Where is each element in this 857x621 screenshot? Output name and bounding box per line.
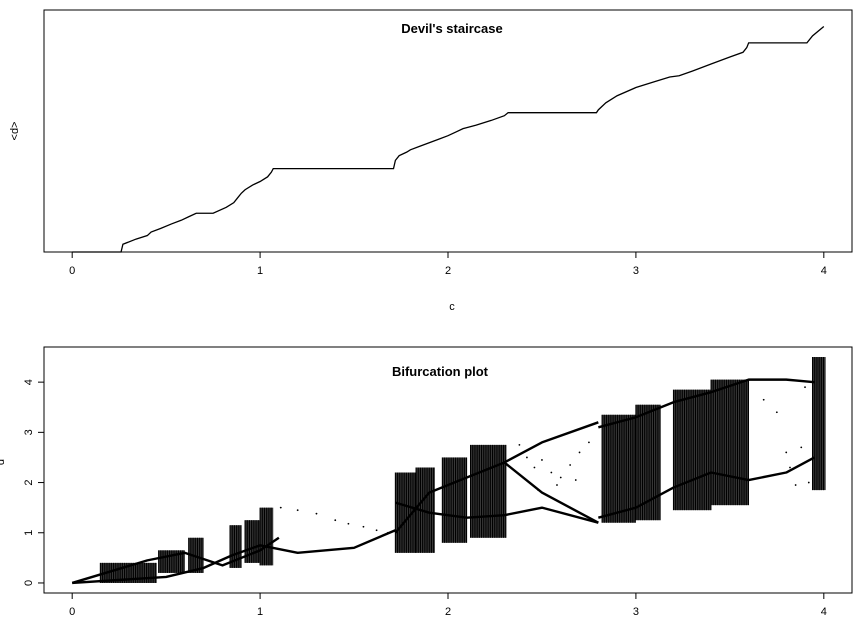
periodic-orbit-curve — [394, 421, 599, 534]
chaotic-band — [710, 379, 750, 506]
chaotic-band — [441, 457, 468, 543]
bifurcation-panel: Bifurcation plot d 0 1 2 3 4 0 1 2 3 4 — [0, 346, 853, 618]
top-plot-frame — [43, 9, 853, 253]
chaotic-band — [811, 357, 826, 491]
bottom-x-tick-label: 4 — [821, 606, 827, 618]
scatter-point — [533, 466, 536, 469]
scatter-point — [800, 446, 803, 449]
top-y-axis-label: <d> — [9, 122, 21, 141]
scatter-point — [785, 451, 788, 454]
periodic-orbit-curve — [503, 461, 599, 524]
scatter-point — [804, 386, 806, 389]
chaotic-band — [394, 472, 417, 553]
bottom-y-tick-label: 2 — [23, 479, 35, 485]
chaotic-band — [601, 414, 636, 523]
bottom-y-tick-label: 3 — [23, 429, 35, 435]
chaotic-band — [672, 389, 712, 511]
scatter-point — [807, 481, 810, 484]
bifurcation-curves — [71, 378, 815, 585]
top-x-tick-label: 3 — [633, 265, 639, 277]
scatter-point — [279, 506, 282, 509]
periodic-orbit-curve — [598, 378, 815, 429]
scatter-point — [578, 451, 581, 454]
bottom-plot-title: Bifurcation plot — [392, 364, 489, 379]
chaotic-band-fill — [635, 404, 661, 521]
bottom-x-tick-label: 3 — [633, 606, 639, 618]
top-x-axis: 0 1 2 3 4 — [69, 252, 827, 277]
chaotic-band-fill — [673, 389, 712, 511]
scatter-point — [386, 531, 389, 534]
top-x-tick-label: 4 — [821, 265, 827, 277]
bottom-x-tick-label: 2 — [445, 606, 451, 618]
bottom-y-tick-label: 4 — [23, 379, 35, 385]
scatter-point — [588, 441, 590, 444]
scatter-point — [574, 479, 577, 481]
bottom-y-tick-label: 0 — [23, 580, 35, 586]
chaotic-band-fill — [442, 457, 467, 543]
scatter-point — [556, 484, 558, 486]
devils-staircase-panel: Devil's staircase <d> c 0 1 2 3 4 — [9, 9, 853, 313]
scatter-point — [315, 512, 318, 515]
bottom-y-tick-label: 1 — [23, 530, 35, 536]
top-x-tick-label: 0 — [69, 265, 75, 277]
scatter-point — [518, 443, 521, 446]
scatter-point — [375, 529, 378, 532]
scatter-point — [794, 484, 797, 486]
periodic-orbit-curve — [598, 456, 815, 519]
top-x-tick-label: 1 — [257, 265, 263, 277]
bottom-y-axis: 0 1 2 3 4 — [23, 379, 44, 586]
scatter-point — [537, 489, 540, 491]
top-plot-title: Devil's staircase — [401, 21, 502, 36]
bifurcation-scatter-points — [279, 386, 810, 534]
scatter-point — [362, 525, 365, 528]
scatter-point — [550, 471, 553, 474]
chaotic-band-fill — [230, 525, 242, 568]
periodic-orbit-curve — [71, 536, 280, 585]
scatter-point — [347, 522, 350, 525]
chaotic-band — [469, 444, 507, 538]
bottom-x-axis: 0 1 2 3 4 — [69, 593, 827, 618]
top-x-tick-label: 2 — [445, 265, 451, 277]
scatter-point — [789, 466, 791, 469]
bottom-x-tick-label: 1 — [257, 606, 263, 618]
scatter-point — [559, 476, 562, 479]
bifurcation-bands — [99, 357, 826, 583]
scatter-point — [762, 398, 765, 401]
chaotic-band-fill — [711, 379, 749, 506]
devils-staircase-line — [72, 25, 825, 253]
scatter-point — [526, 456, 528, 459]
scatter-point — [541, 459, 543, 461]
periodic-orbit-curve — [72, 529, 396, 585]
bottom-x-tick-label: 0 — [69, 606, 75, 618]
scatter-point — [775, 411, 778, 414]
top-x-axis-label: c — [449, 301, 455, 313]
chaotic-band — [259, 507, 274, 566]
scatter-point — [569, 464, 572, 466]
chaotic-band — [635, 404, 661, 521]
periodic-orbit-curve — [395, 501, 599, 524]
scatter-point — [296, 509, 299, 512]
bottom-y-axis-label: d — [0, 459, 7, 465]
scatter-point — [334, 519, 337, 522]
